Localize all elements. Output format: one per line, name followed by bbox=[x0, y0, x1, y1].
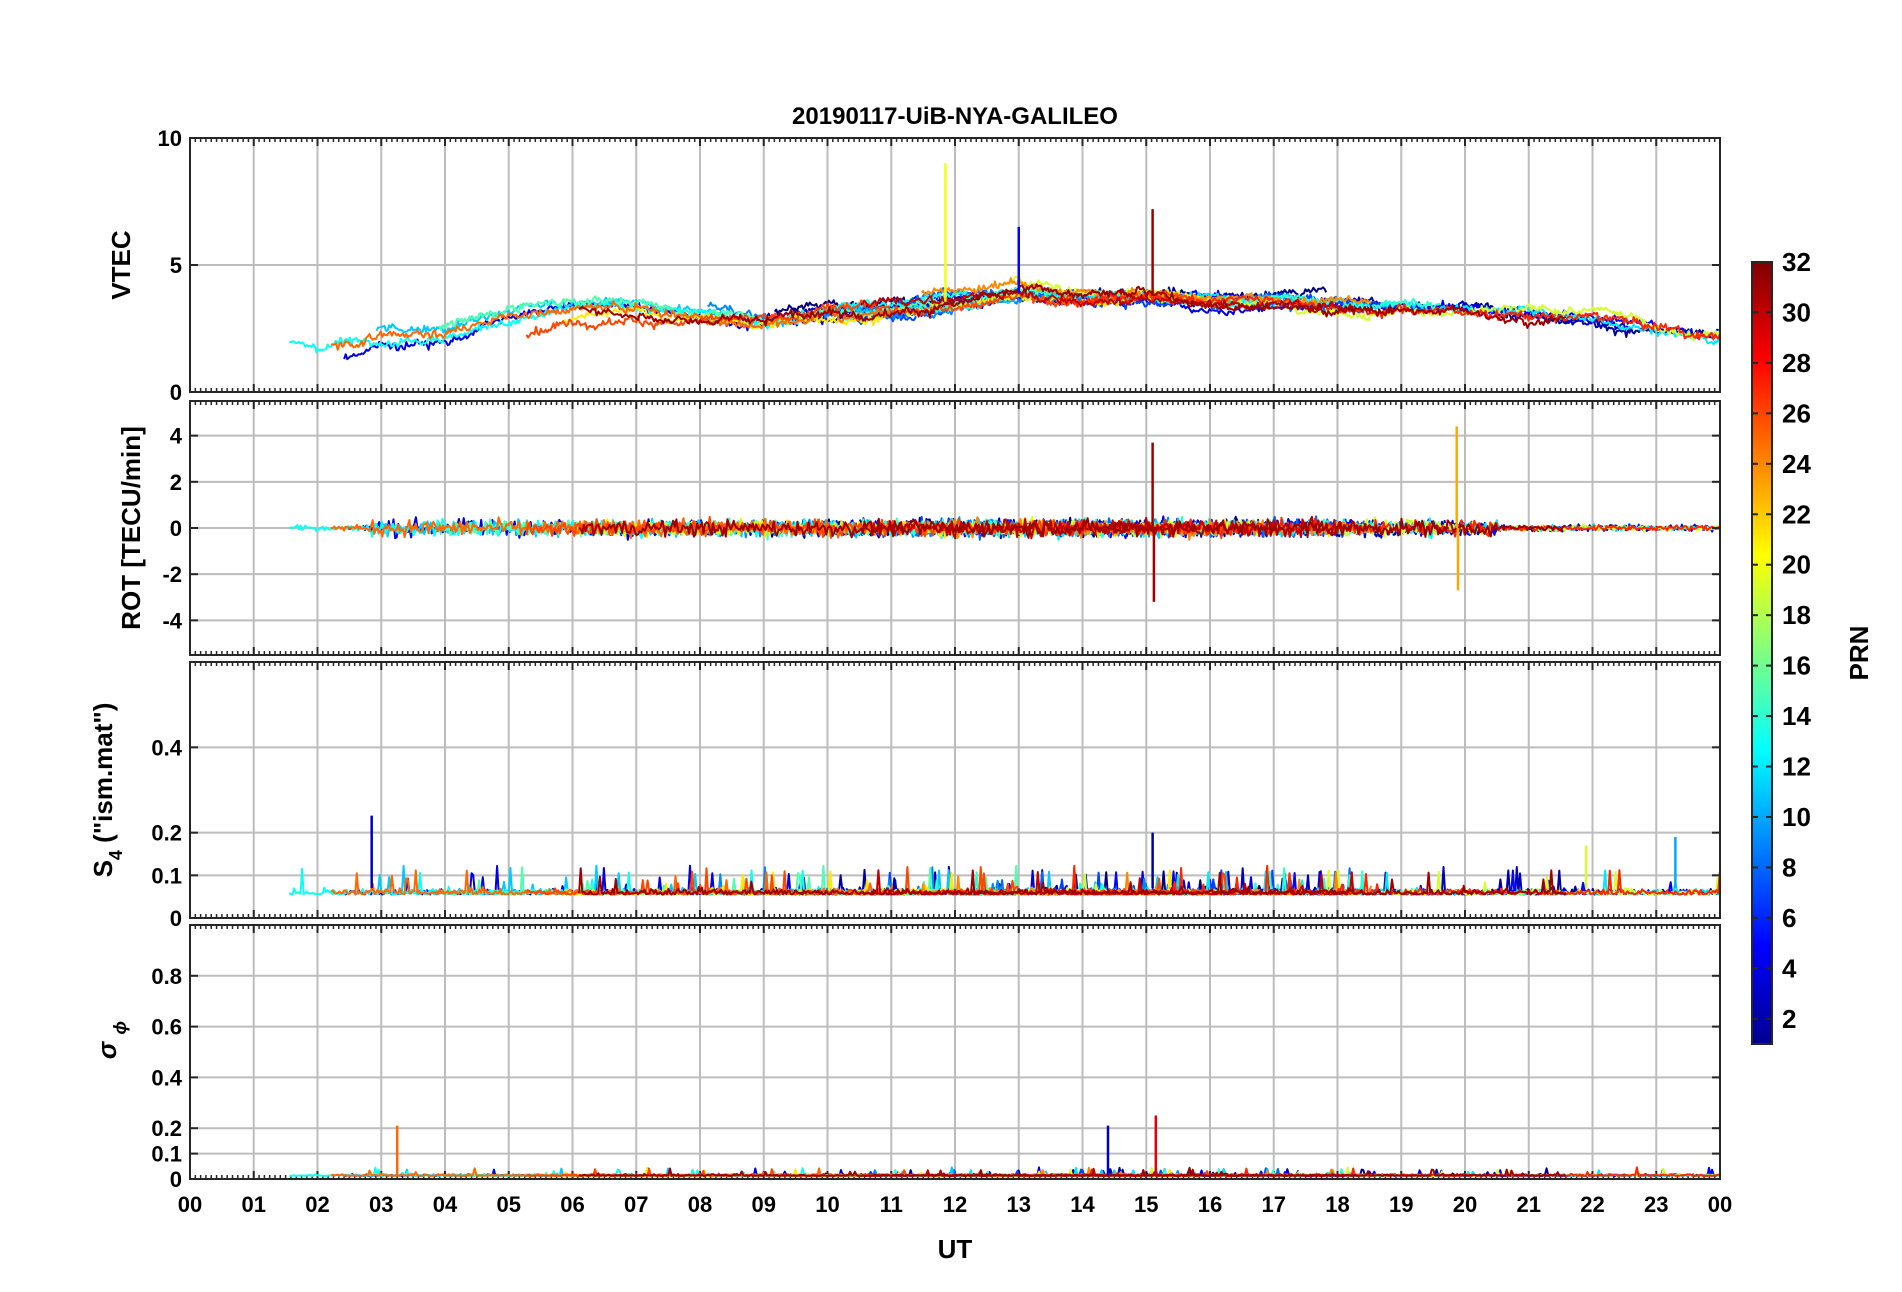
x-tick-label: 15 bbox=[1134, 1192, 1158, 1217]
colorbar-tick-label: 22 bbox=[1782, 499, 1811, 529]
rot-y-ticks: -4 -2 0 2 4 bbox=[162, 424, 1720, 633]
prn-25-series-line bbox=[330, 300, 893, 351]
prn-19-series-line bbox=[1009, 275, 1720, 342]
prn-27-series-line bbox=[1057, 516, 1720, 538]
x-tick-label: 13 bbox=[1007, 1192, 1031, 1217]
colorbar-tick-label: 24 bbox=[1782, 449, 1811, 479]
x-tick-label: 23 bbox=[1644, 1192, 1668, 1217]
s4-series bbox=[288, 815, 1720, 896]
x-tick-label: 22 bbox=[1580, 1192, 1604, 1217]
y-tick-label: 5 bbox=[170, 253, 182, 278]
y-tick-label: 0.4 bbox=[151, 1065, 182, 1090]
rot-series bbox=[288, 426, 1720, 602]
s4-panel: 0 0.1 0.2 0.4 S4 ("ism.mat") bbox=[88, 661, 1721, 931]
rot-panel: -4 -2 0 2 4 ROT [TECU/min] bbox=[116, 400, 1721, 656]
colorbar-tick-label: 10 bbox=[1782, 802, 1811, 832]
y-tick-label: -2 bbox=[162, 562, 182, 587]
x-tick-label: 17 bbox=[1262, 1192, 1286, 1217]
vtec-series bbox=[288, 163, 1720, 361]
x-tick-label: 03 bbox=[369, 1192, 393, 1217]
x-tick-label: 12 bbox=[943, 1192, 967, 1217]
vtec-y-ticks: 0 5 10 bbox=[158, 126, 1720, 405]
x-tick-label: 04 bbox=[433, 1192, 458, 1217]
colorbar-tick-label: 32 bbox=[1782, 247, 1811, 277]
prn-31-series-line bbox=[578, 1166, 1566, 1177]
colorbar-tick-label: 14 bbox=[1782, 701, 1811, 731]
x-tick-label: 10 bbox=[815, 1192, 839, 1217]
y-tick-label: 0 bbox=[170, 380, 182, 405]
x-tick-label: 02 bbox=[305, 1192, 329, 1217]
colorbar-tick-label: 12 bbox=[1782, 752, 1811, 782]
y-tick-label: 0 bbox=[170, 516, 182, 541]
s4-axes-box bbox=[189, 661, 1721, 919]
rot-axes-box bbox=[189, 400, 1721, 656]
x-tick-label: 06 bbox=[560, 1192, 584, 1217]
x-tick-label: 20 bbox=[1453, 1192, 1477, 1217]
y-tick-label: 0.2 bbox=[151, 821, 182, 846]
x-tick-label: 11 bbox=[880, 1192, 903, 1217]
prn-31-series-line bbox=[578, 517, 1566, 539]
colorbar-tick-label: 8 bbox=[1782, 852, 1796, 882]
sigma-ylabel: σ ϕ bbox=[92, 1021, 130, 1059]
y-tick-label: 4 bbox=[170, 424, 183, 449]
colorbar-tick-label: 2 bbox=[1782, 1004, 1796, 1034]
y-tick-label: 0.1 bbox=[151, 1142, 182, 1167]
x-tick-label: 19 bbox=[1389, 1192, 1413, 1217]
x-tick-label: 14 bbox=[1070, 1192, 1095, 1217]
colorbar-tick-label: 20 bbox=[1782, 550, 1811, 580]
rot-ylabel: ROT [TECU/min] bbox=[116, 426, 146, 630]
colorbar-gradient bbox=[1751, 261, 1773, 1045]
sigma-axes-box bbox=[189, 924, 1721, 1180]
x-axis-label: UT bbox=[938, 1234, 973, 1264]
colorbar-tick-label: 28 bbox=[1782, 348, 1811, 378]
vtec-panel: 0 5 10 VTEC bbox=[106, 126, 1721, 405]
sigma-series bbox=[289, 1115, 1720, 1177]
x-tick-label: 08 bbox=[688, 1192, 712, 1217]
colorbar-tick-label: 18 bbox=[1782, 600, 1811, 630]
vtec-axes-box bbox=[189, 137, 1721, 393]
y-tick-label: 10 bbox=[158, 126, 182, 151]
y-tick-label: 2 bbox=[170, 470, 182, 495]
y-tick-label: 0 bbox=[170, 906, 182, 931]
y-tick-label: 0.2 bbox=[151, 1116, 182, 1141]
prn-31-series-line bbox=[578, 283, 1567, 329]
x-tick-label: 07 bbox=[624, 1192, 648, 1217]
y-tick-label: 0.6 bbox=[151, 1015, 182, 1040]
vtec-grid bbox=[189, 138, 1721, 392]
vtec-ylabel: VTEC bbox=[106, 230, 136, 300]
x-tick-label: 09 bbox=[752, 1192, 776, 1217]
colorbar-tick-label: 26 bbox=[1782, 398, 1811, 428]
colorbar-tick-label: 16 bbox=[1782, 651, 1811, 681]
x-tick-label: 05 bbox=[497, 1192, 521, 1217]
prn-31-series-line bbox=[578, 867, 1566, 896]
s4-ylabel: S4 ("ism.mat") bbox=[88, 703, 126, 878]
prn-4-series-line bbox=[343, 292, 1338, 361]
colorbar-tick-label: 4 bbox=[1782, 953, 1797, 983]
y-tick-label: -4 bbox=[162, 608, 182, 633]
y-tick-label: 0.1 bbox=[151, 863, 182, 888]
sigma-panel: 00.10.2 0.4 0.6 0.8 σ ϕ bbox=[92, 924, 1721, 1192]
y-tick-label: 0.8 bbox=[151, 964, 182, 989]
x-tick-label: 18 bbox=[1325, 1192, 1349, 1217]
colorbar-tick-label: 6 bbox=[1782, 903, 1796, 933]
x-tick-label: 16 bbox=[1198, 1192, 1222, 1217]
x-tick-label: 01 bbox=[242, 1192, 266, 1217]
colorbar-tick-label: 30 bbox=[1782, 297, 1811, 327]
sigma-y-ticks: 00.10.2 0.4 0.6 0.8 bbox=[151, 964, 1720, 1192]
y-tick-label: 0 bbox=[170, 1167, 182, 1192]
y-tick-label: 0.4 bbox=[151, 735, 182, 760]
x-tick-labels: 00 01 02 03 04 05 06 07 08 09 10 11 12 13 14 15 16 17 18 19… bbox=[178, 1192, 1732, 1217]
prn-26-series-line bbox=[525, 289, 1232, 339]
sigma-grid bbox=[189, 925, 1721, 1179]
x-tick-label: 00 bbox=[178, 1192, 202, 1217]
s4-y-ticks: 0 0.1 0.2 0.4 bbox=[151, 735, 1720, 931]
chart-title: 20190117-UiB-NYA-GALILEO bbox=[792, 103, 1118, 130]
x-tick-label: 21 bbox=[1517, 1192, 1541, 1217]
colorbar-label: PRN bbox=[1844, 626, 1874, 681]
x-tick-label: 00 bbox=[1708, 1192, 1732, 1217]
